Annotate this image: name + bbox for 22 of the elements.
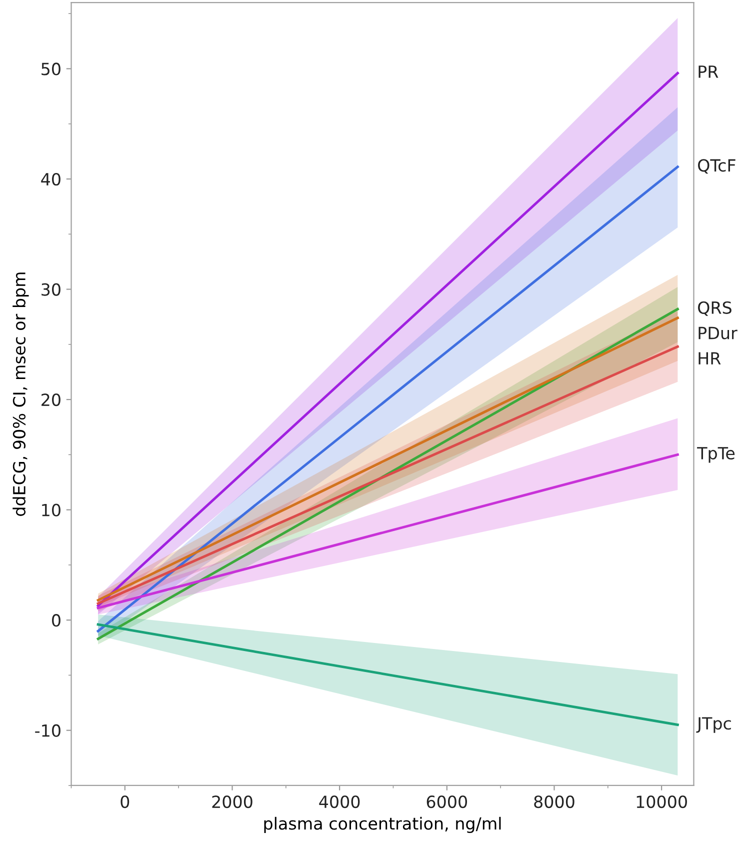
y-tick-label: 10 [42,504,60,516]
y-tick-label: -10 [35,724,60,737]
series-label: PR [698,66,718,78]
y-tick-label: 30 [42,283,60,296]
series-label: JTpc [696,717,731,733]
x-tick-label: 8000 [534,795,574,808]
y-axis-title: ddECG, 90% CI, msec or bpm [12,272,29,516]
series-label: PDur [698,326,738,340]
x-tick-label: 6000 [426,795,467,808]
y-tick-label: 20 [42,393,60,406]
y-tick-label: 40 [41,172,60,186]
y-tick-label: 50 [42,62,60,76]
series-label: HR [698,352,721,364]
series-label: TpTe [697,447,735,463]
x-tick-label: 0 [120,795,130,808]
y-tick-label: 0 [52,614,60,627]
x-tick-label: 10000 [636,795,687,808]
series-label: QTcF [698,159,736,174]
series-label: QRS [698,301,732,316]
x-tick-label: 4000 [319,795,360,808]
x-tick-label: 2000 [212,795,252,808]
x-axis-title: plasma concentration, ng/ml [264,816,501,834]
